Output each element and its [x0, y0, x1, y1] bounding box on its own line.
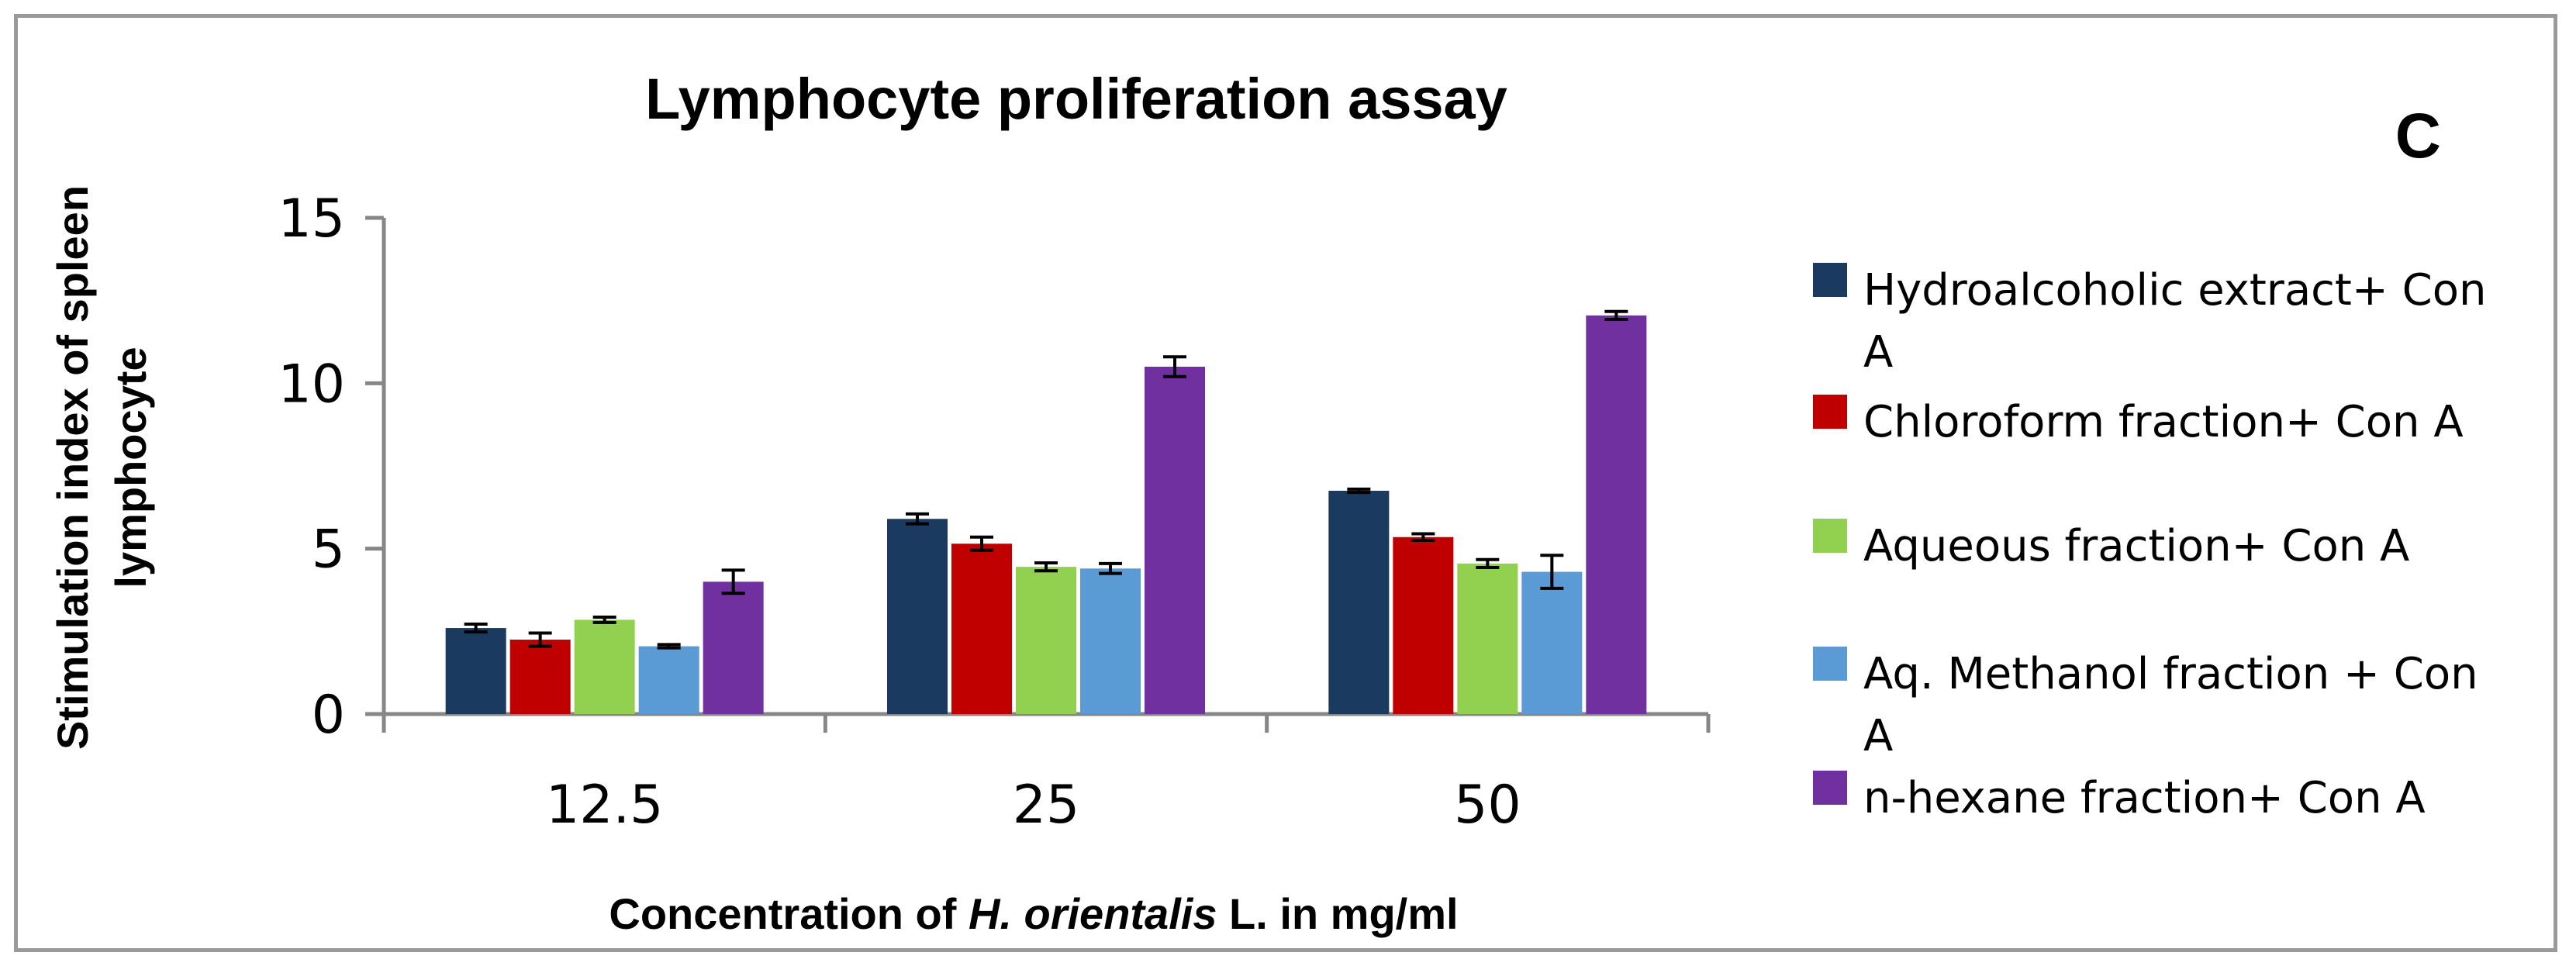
- y-axis-label: Stimulation index of spleen lymphocyte: [48, 185, 155, 750]
- legend-label: Chloroform fraction+ Con A: [1863, 397, 2464, 447]
- legend-item: Aqueous fraction+ Con A: [1813, 519, 2409, 571]
- legend-item: Aq. Methanol fraction + Con A: [1813, 647, 2478, 761]
- bar: [703, 581, 764, 714]
- legend-item: Hydroalcoholic extract+ Con A: [1813, 263, 2486, 378]
- legend-item: Chloroform fraction+ Con A: [1813, 395, 2464, 447]
- bars: [445, 315, 1647, 714]
- error-bar: [1476, 557, 1500, 569]
- error-bar: [1540, 554, 1564, 590]
- legend-swatch: [1813, 771, 1847, 805]
- legend-label: Aqueous fraction+ Con A: [1863, 521, 2409, 571]
- bar: [1080, 568, 1141, 714]
- error-bar: [970, 535, 993, 552]
- y-axis-label-line: lymphocyte: [106, 347, 155, 588]
- bar: [1328, 491, 1390, 714]
- bar-chart: Lymphocyte proliferation assay C Stimula…: [48, 67, 2486, 938]
- x-tick-label: 25: [1013, 775, 1080, 836]
- error-bar: [657, 643, 681, 650]
- bar: [638, 646, 699, 714]
- bar: [1457, 563, 1518, 714]
- error-bar: [1034, 561, 1058, 573]
- x-axis-label-part: H. orientalis: [969, 889, 1217, 938]
- x-axis-label-part: Concentration of: [609, 889, 969, 938]
- bar: [509, 640, 571, 714]
- legend-item: n-hexane fraction+ Con A: [1813, 771, 2426, 823]
- error-bar: [1411, 532, 1435, 542]
- error-bar: [464, 622, 488, 634]
- bar: [445, 628, 506, 714]
- legend-label: n-hexane fraction+ Con A: [1863, 773, 2426, 823]
- y-tick-label: 10: [278, 354, 345, 415]
- legend-label: A: [1863, 327, 1893, 378]
- legend-swatch: [1813, 263, 1847, 297]
- legend-swatch: [1813, 519, 1847, 553]
- bar: [887, 519, 948, 714]
- legend-label: Aq. Methanol fraction + Con: [1863, 649, 2478, 699]
- x-axis-label: Concentration of H. orientalis L. in mg/…: [609, 889, 1458, 938]
- bar: [951, 543, 1012, 714]
- y-tick-label: 5: [312, 519, 345, 581]
- bar: [1016, 567, 1076, 714]
- x-tick-label: 12.5: [546, 775, 663, 836]
- error-bar: [1347, 487, 1371, 495]
- chart-frame: Lymphocyte proliferation assay C Stimula…: [14, 14, 2557, 952]
- panel-label: C: [2395, 101, 2441, 171]
- bar: [1586, 315, 1647, 714]
- x-tick-labels: 12.5 25 50: [546, 775, 1521, 836]
- x-axis-label-part: L. in mg/ml: [1217, 889, 1458, 938]
- error-bar: [906, 512, 929, 526]
- legend-label: A: [1863, 711, 1893, 761]
- x-tick-label: 50: [1454, 775, 1521, 836]
- y-tick-label: 0: [312, 685, 345, 746]
- error-bar: [1163, 355, 1186, 378]
- error-bar: [721, 568, 745, 595]
- error-bar: [528, 631, 552, 648]
- bar: [1145, 367, 1205, 714]
- y-axis-label-line: Stimulation index of spleen: [48, 185, 97, 750]
- error-bar: [592, 615, 616, 624]
- legend-swatch: [1813, 647, 1847, 681]
- error-bars: [464, 309, 1628, 650]
- error-bar: [1604, 309, 1628, 321]
- legend-swatch: [1813, 395, 1847, 429]
- legend-label: Hydroalcoholic extract+ Con: [1863, 265, 2486, 316]
- error-bar: [1099, 561, 1122, 575]
- chart-title: Lymphocyte proliferation assay: [645, 67, 1507, 131]
- bar: [1393, 537, 1454, 714]
- bar: [1521, 571, 1583, 714]
- y-tick-labels: 0 5 10 15: [278, 188, 345, 746]
- y-tick-label: 15: [278, 188, 345, 250]
- bar: [574, 619, 635, 714]
- legend: Hydroalcoholic extract+ Con A Chloroform f…: [1813, 263, 2486, 823]
